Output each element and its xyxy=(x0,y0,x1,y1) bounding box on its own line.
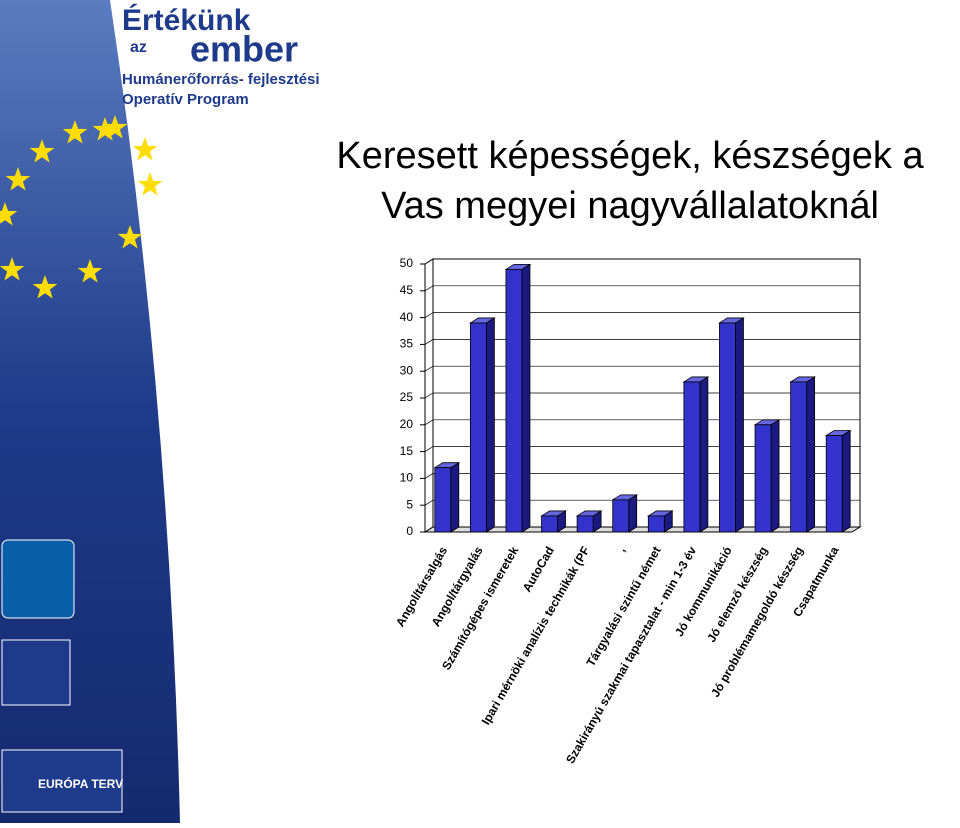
bar-side xyxy=(450,461,460,533)
bar-side xyxy=(841,429,851,533)
bar xyxy=(825,435,843,533)
grid-line xyxy=(424,285,860,292)
bar xyxy=(541,515,558,533)
grid-line xyxy=(424,258,860,265)
logo-text: Humánerőforrás- fejlesztési xyxy=(122,71,320,88)
y-tick-label: 35 xyxy=(400,337,414,351)
bar-side xyxy=(521,263,531,533)
x-tick-label: Szakirányú szakmai tapasztalat - min 1-3… xyxy=(563,544,699,766)
bar xyxy=(790,381,808,533)
bar xyxy=(683,381,701,533)
grid-line xyxy=(424,526,860,533)
bar-side xyxy=(485,317,495,533)
bar-side xyxy=(735,317,744,533)
bar-side xyxy=(770,419,780,533)
logo-text: ember xyxy=(190,29,298,70)
y-tick-label: 20 xyxy=(400,417,414,431)
logo-text: Értékünk xyxy=(122,3,251,37)
logo-text: EURÓPA TERV xyxy=(38,776,123,791)
logo-b xyxy=(1,539,75,619)
grid-line xyxy=(424,446,860,452)
chart: 05101520253035404550Angol/társalgásAngol… xyxy=(393,256,862,766)
grid-line xyxy=(424,339,860,345)
y-tick-label: 25 xyxy=(400,390,414,404)
grid-line xyxy=(424,473,860,479)
chart-title: Vas megyei nagyvállalatoknál xyxy=(381,185,879,227)
y-tick-label: 45 xyxy=(400,283,414,297)
grid-line xyxy=(424,499,860,506)
grid-line xyxy=(424,419,860,426)
bar xyxy=(576,515,594,533)
x-tick-label: AutoCad xyxy=(520,544,557,594)
bar-side xyxy=(628,494,638,533)
europa-terv-box xyxy=(1,749,123,813)
bar xyxy=(469,322,487,533)
y-tick-label: 10 xyxy=(400,471,414,485)
grid-line xyxy=(424,312,860,318)
y-tick-label: 0 xyxy=(406,524,413,538)
bar xyxy=(647,515,665,533)
chart-title: Keresett képességek, készségek a xyxy=(336,135,924,177)
y-tick-label: 15 xyxy=(400,444,414,458)
y-tick-label: 50 xyxy=(400,256,414,270)
y-tick-label: 30 xyxy=(400,363,414,377)
bar xyxy=(719,322,736,533)
eu-flag xyxy=(1,639,71,706)
x-tick-label: , xyxy=(614,544,628,554)
y-tick-label: 5 xyxy=(406,497,413,511)
grid-line xyxy=(424,392,860,399)
bar xyxy=(505,268,523,533)
y-tick-label: 40 xyxy=(400,310,414,324)
bar xyxy=(434,467,452,533)
bar-side xyxy=(806,376,816,533)
grid-line xyxy=(424,365,860,372)
logo-text: Operatív Program xyxy=(122,91,249,108)
bar xyxy=(612,499,630,533)
logo-text: az xyxy=(130,39,147,56)
bar-side xyxy=(699,376,709,533)
star xyxy=(137,172,163,196)
bar xyxy=(754,424,772,533)
star xyxy=(132,137,158,161)
